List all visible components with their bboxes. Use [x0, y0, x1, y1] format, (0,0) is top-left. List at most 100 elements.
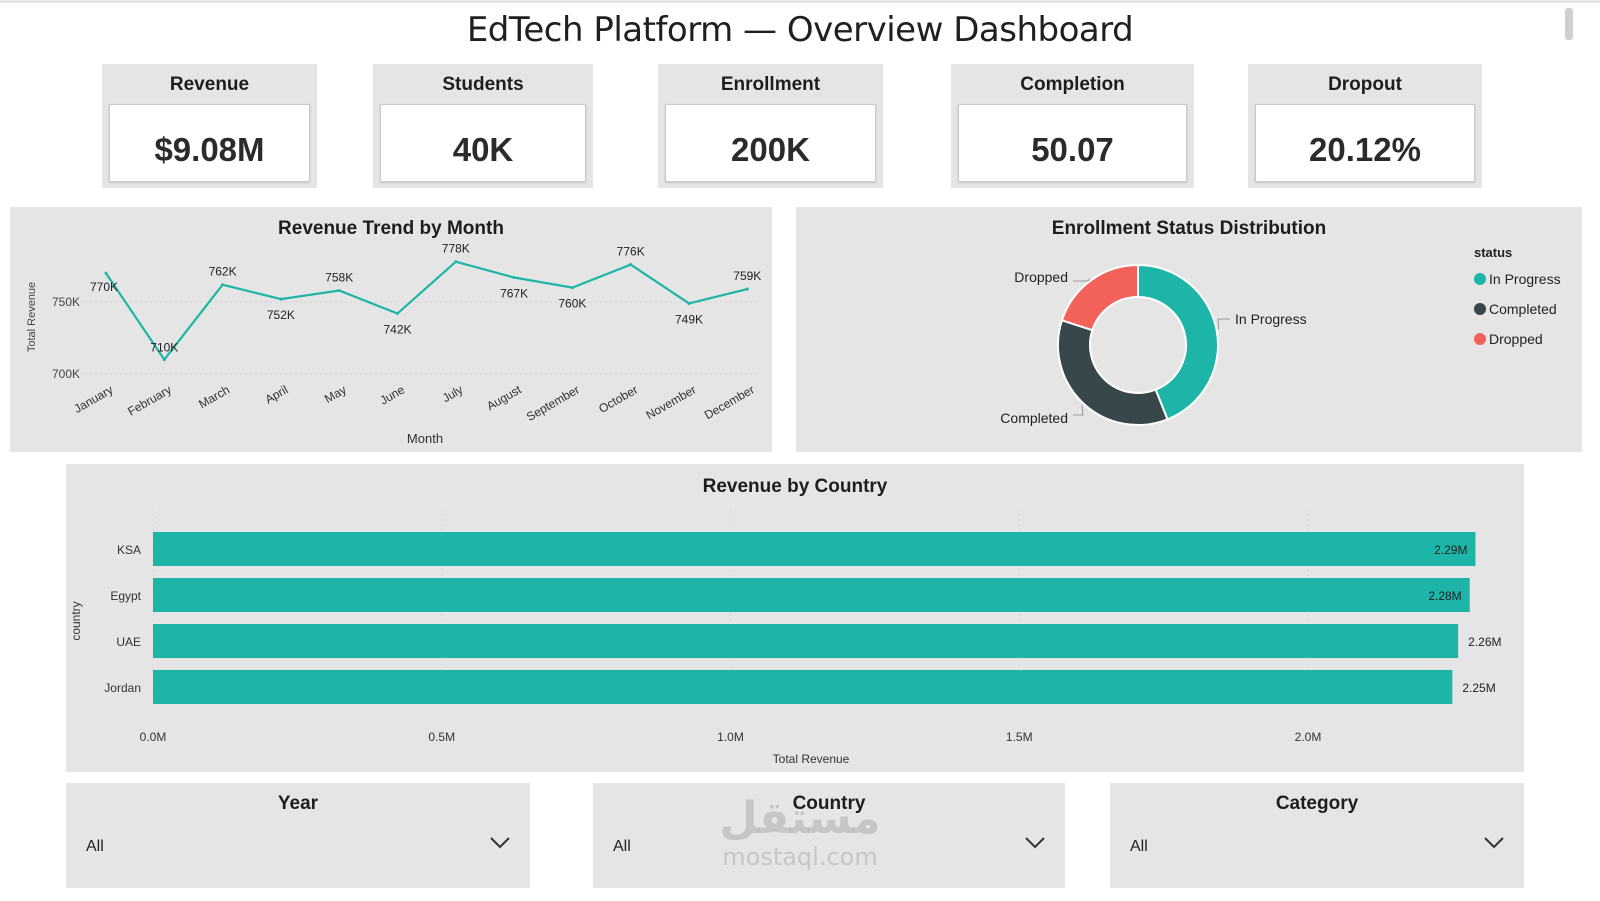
- x-tick-label: 0.0M: [140, 730, 167, 744]
- data-label: 2.26M: [1468, 635, 1501, 649]
- series-line: [105, 260, 748, 362]
- category-filter[interactable]: Category All: [1110, 783, 1524, 888]
- chevron-down-icon[interactable]: [488, 833, 512, 851]
- kpi-value-box: 50.07: [958, 104, 1187, 182]
- slice-label: Completed: [1000, 410, 1068, 426]
- country-filter[interactable]: Country All: [593, 783, 1065, 888]
- kpi-label: Dropout: [1328, 74, 1402, 95]
- x-tick-label: November: [644, 382, 699, 422]
- legend-item: Dropped: [1489, 331, 1543, 347]
- filter-label: Country: [792, 793, 866, 814]
- x-tick-label: February: [125, 382, 174, 418]
- data-label: 752K: [267, 308, 295, 322]
- kpi-card-enrollment[interactable]: Enrollment 200K: [658, 64, 883, 188]
- y-tick-label: Egypt: [110, 589, 141, 603]
- kpi-value-box: 200K: [665, 104, 876, 182]
- chevron-down-icon[interactable]: [1023, 833, 1047, 851]
- x-tick-label: 1.0M: [717, 730, 744, 744]
- x-tick-label: 1.5M: [1006, 730, 1033, 744]
- data-label: 758K: [325, 270, 353, 284]
- y-axis-title: Total Revenue: [26, 282, 38, 352]
- legend-title: status: [1474, 245, 1512, 260]
- bar: [153, 578, 1470, 612]
- x-tick-label: December: [702, 382, 757, 422]
- data-label: 776K: [617, 245, 645, 259]
- chevron-down-icon[interactable]: [1482, 833, 1506, 851]
- kpi-value: 40K: [452, 131, 514, 168]
- kpi-card-dropout[interactable]: Dropout 20.12%: [1248, 64, 1482, 188]
- enrollment-status-panel[interactable]: Enrollment Status Distribution In Progre…: [796, 207, 1582, 452]
- watermark-logo: مستقل mostaql.com: [700, 795, 900, 872]
- y-tick-label: UAE: [116, 635, 141, 649]
- data-label: 762K: [209, 265, 237, 279]
- data-point: [279, 297, 283, 301]
- data-point: [396, 312, 399, 316]
- x-axis-title: Month: [407, 431, 443, 446]
- data-point: [162, 358, 166, 362]
- bar: [153, 624, 1459, 658]
- kpi-value: 200K: [731, 131, 810, 168]
- kpi-card-completion[interactable]: Completion 50.07: [951, 64, 1194, 188]
- data-label: 2.29M: [1434, 543, 1467, 557]
- y-tick-label: 750K: [52, 295, 80, 309]
- slice-label: Dropped: [1014, 269, 1068, 285]
- revenue-by-country-panel[interactable]: Revenue by Country 0.0M 0.5M 1.0M 1.5M 2.0M T…: [66, 464, 1524, 772]
- x-tick-label: August: [484, 382, 524, 413]
- revenue-trend-panel[interactable]: Revenue Trend by Month 700K 750K Total Rev…: [10, 207, 772, 452]
- donut-slice-completed: [1057, 319, 1169, 426]
- x-tick-label: January: [72, 382, 116, 415]
- legend-item: Completed: [1489, 301, 1557, 317]
- chart-title: Revenue by Country: [702, 476, 888, 497]
- donut-slice-in-progress: [1137, 263, 1219, 421]
- filter-label: Category: [1275, 793, 1359, 814]
- x-tick-label: September: [524, 382, 582, 423]
- kpi-label: Enrollment: [720, 74, 821, 95]
- data-label: 770K: [90, 280, 118, 294]
- leader-line: [1073, 404, 1084, 416]
- y-axis-title: country: [69, 601, 83, 640]
- data-point: [512, 276, 516, 280]
- data-point: [104, 271, 108, 275]
- leader-line: [1217, 318, 1230, 330]
- data-label: 2.28M: [1428, 589, 1461, 603]
- leader-line: [1073, 278, 1091, 282]
- filter-label: Year: [277, 793, 319, 814]
- revenue-by-country-chart: 0.0M 0.5M 1.0M 1.5M 2.0M Total Revenue country…: [69, 509, 1502, 766]
- data-label: 778K: [442, 242, 470, 256]
- x-tick-label: March: [196, 382, 232, 411]
- slice-label: In Progress: [1235, 311, 1307, 327]
- y-tick-label: KSA: [117, 543, 141, 557]
- legend-marker: [1474, 333, 1486, 345]
- y-tick-label: Jordan: [104, 681, 141, 695]
- filter-value[interactable]: All: [86, 838, 104, 855]
- data-label: 2.25M: [1462, 681, 1495, 695]
- legend-marker: [1474, 303, 1486, 315]
- data-point: [454, 260, 458, 264]
- kpi-card-revenue[interactable]: Revenue $9.08M: [102, 64, 317, 188]
- chart-title: Revenue Trend by Month: [278, 218, 504, 239]
- x-axis-title: Total Revenue: [773, 752, 850, 766]
- data-point: [629, 263, 633, 267]
- kpi-value-box: $9.08M: [109, 104, 310, 182]
- data-label: 760K: [558, 297, 586, 311]
- filter-value[interactable]: All: [1130, 838, 1148, 855]
- x-tick-label: June: [377, 382, 407, 407]
- kpi-value: 20.12%: [1309, 131, 1421, 168]
- legend-item: In Progress: [1489, 271, 1561, 287]
- data-point: [745, 287, 749, 291]
- x-tick-label: July: [440, 382, 465, 405]
- year-filter[interactable]: Year All: [66, 783, 530, 888]
- y-tick-label: 700K: [52, 367, 80, 381]
- bar: [153, 532, 1476, 566]
- scrollbar-thumb[interactable]: [1565, 8, 1573, 40]
- data-label: 710K: [150, 341, 178, 355]
- kpi-value-box: 20.12%: [1255, 104, 1475, 182]
- kpi-label: Students: [442, 74, 524, 95]
- data-point: [221, 283, 225, 287]
- kpi-value: $9.08M: [154, 131, 265, 168]
- dashboard-title: EdTech Platform — Overview Dashboard: [466, 10, 1134, 50]
- filter-value[interactable]: All: [613, 838, 631, 855]
- kpi-value: 50.07: [1031, 131, 1114, 168]
- kpi-card-students[interactable]: Students 40K: [373, 64, 593, 188]
- legend-marker: [1474, 273, 1486, 285]
